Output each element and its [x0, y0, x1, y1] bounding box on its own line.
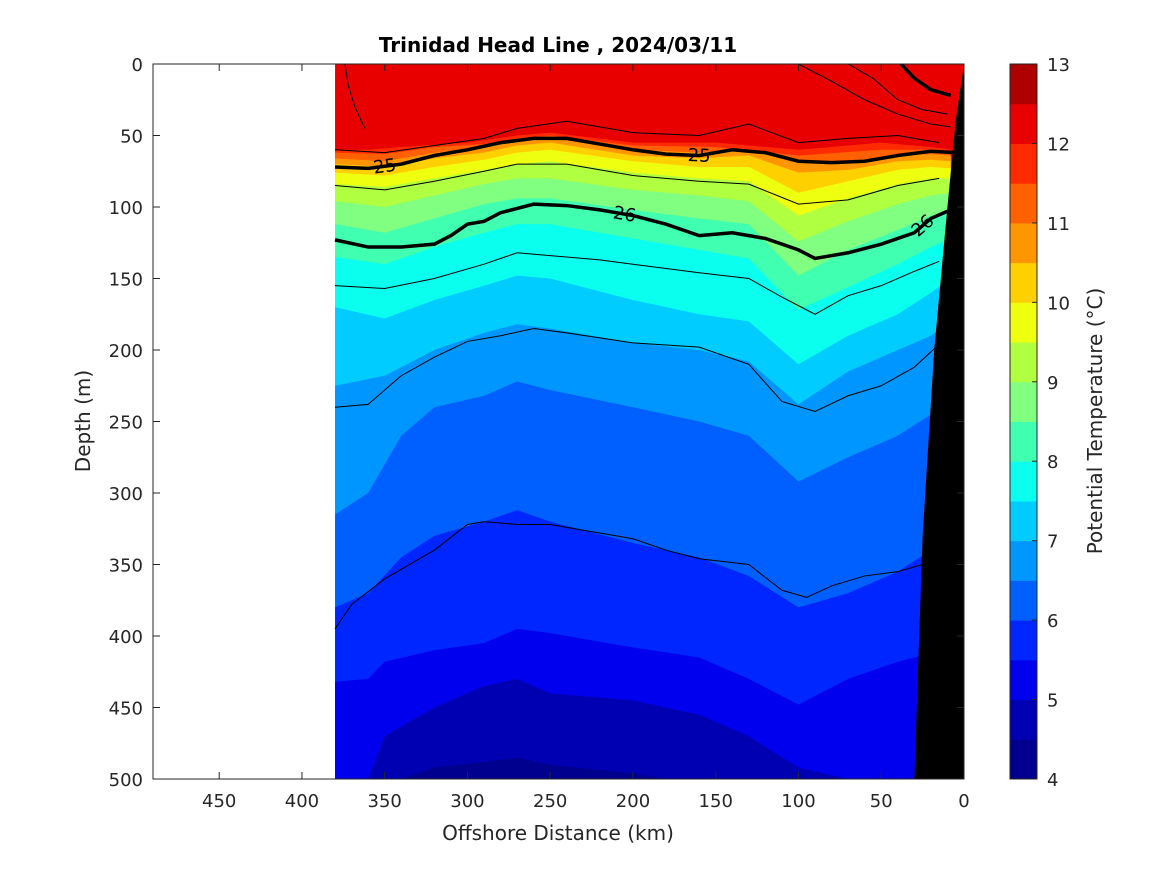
colorbar-band-4 [1010, 580, 1037, 621]
density-contour-8 [847, 64, 948, 115]
y-tick-label: 350 [109, 556, 143, 577]
y-tick-label: 150 [109, 270, 143, 291]
x-tick-label: 0 [958, 791, 969, 812]
colorbar-band-5 [1010, 540, 1037, 581]
y-tick-label: 500 [109, 770, 143, 791]
y-tick-label: 250 [109, 413, 143, 434]
colorbar-band-12 [1010, 262, 1037, 303]
x-axis-label: Offshore Distance (km) [442, 821, 674, 845]
colorbar [1010, 64, 1037, 780]
colorbar-band-13 [1010, 222, 1037, 264]
contour-label-0: 25 [372, 155, 397, 179]
colorbar-tick-label: 6 [1047, 611, 1058, 632]
x-tick-label: 50 [870, 791, 893, 812]
density-contour-7 [344, 64, 366, 129]
density-contours [334, 64, 956, 630]
colorbar-band-9 [1010, 381, 1037, 422]
colorbar-band-7 [1010, 461, 1037, 502]
colorbar-band-15 [1010, 143, 1037, 184]
density-contour-6 [334, 521, 923, 630]
density-contour-1 [334, 202, 949, 261]
colorbar-tick-label: 8 [1047, 452, 1058, 473]
contour-label-2: 26 [612, 202, 638, 227]
colorbar-tick-label: 13 [1047, 55, 1070, 76]
colorbar-label: Potential Temperature (°C) [1083, 288, 1107, 555]
bathymetry-shape [914, 64, 964, 779]
bathymetry [914, 64, 964, 779]
x-axis-ticks: 450 400 350 300 250 200 150 100 50 0 [202, 64, 970, 812]
x-tick-label: 300 [450, 791, 484, 812]
y-tick-label: 100 [109, 198, 143, 219]
colorbar-band-10 [1010, 342, 1037, 383]
x-tick-label: 350 [368, 791, 402, 812]
x-tick-label: 100 [781, 791, 815, 812]
density-contour-0 [334, 136, 956, 171]
colorbar-tick-label: 9 [1047, 373, 1058, 394]
colorbar-band-17 [1010, 64, 1037, 105]
colorbar-band-3 [1010, 620, 1037, 661]
colorbar-tick-label: 7 [1047, 532, 1058, 553]
x-tick-label: 200 [616, 791, 650, 812]
density-contour-10 [899, 64, 952, 98]
colorbar-tick-label: 4 [1047, 770, 1058, 791]
colorbar-band-16 [1010, 103, 1037, 144]
density-contour-4 [335, 252, 940, 315]
contour-label-1: 25 [687, 145, 711, 167]
y-tick-label: 300 [109, 484, 143, 505]
colorbar-band-0 [1010, 739, 1037, 780]
density-contour-3 [335, 163, 940, 205]
density-contour-5 [335, 328, 940, 413]
colorbar-band-1 [1010, 699, 1037, 740]
x-tick-label: 250 [533, 791, 567, 812]
plot-area [153, 64, 964, 779]
density-contour-9 [798, 64, 951, 128]
x-tick-label: 400 [285, 791, 319, 812]
y-tick-label: 0 [132, 55, 143, 76]
temperature-bands [335, 64, 964, 779]
colorbar-ticks: 4 5 6 7 8 9 10 11 12 13 [1032, 55, 1070, 791]
colorbar-tick-label: 5 [1047, 691, 1058, 712]
colorbar-tick-label: 10 [1047, 293, 1070, 314]
y-axis-ticks: 0 50 100 150 200 250 300 350 400 450 500 [109, 55, 964, 791]
colorbar-band-11 [1010, 302, 1037, 343]
colorbar-band-2 [1010, 659, 1037, 701]
colorbar-tick-label: 11 [1047, 214, 1070, 235]
x-tick-label: 150 [699, 791, 733, 812]
colorbar-frame [1009, 63, 1038, 780]
y-tick-label: 400 [109, 627, 143, 648]
colorbar-tick-label: 12 [1047, 134, 1070, 155]
y-tick-label: 50 [120, 127, 143, 148]
chart-title: Trinidad Head Line , 2024/03/11 [379, 33, 737, 57]
colorbar-band-6 [1010, 500, 1037, 542]
band-14 [335, 678, 951, 779]
colorbar-band-14 [1010, 183, 1037, 224]
y-axis-label: Depth (m) [71, 370, 95, 472]
y-tick-label: 200 [109, 341, 143, 362]
colorbar-band-8 [1010, 421, 1037, 462]
density-contour-2 [335, 120, 940, 154]
x-tick-label: 450 [202, 791, 236, 812]
y-tick-label: 450 [109, 699, 143, 720]
